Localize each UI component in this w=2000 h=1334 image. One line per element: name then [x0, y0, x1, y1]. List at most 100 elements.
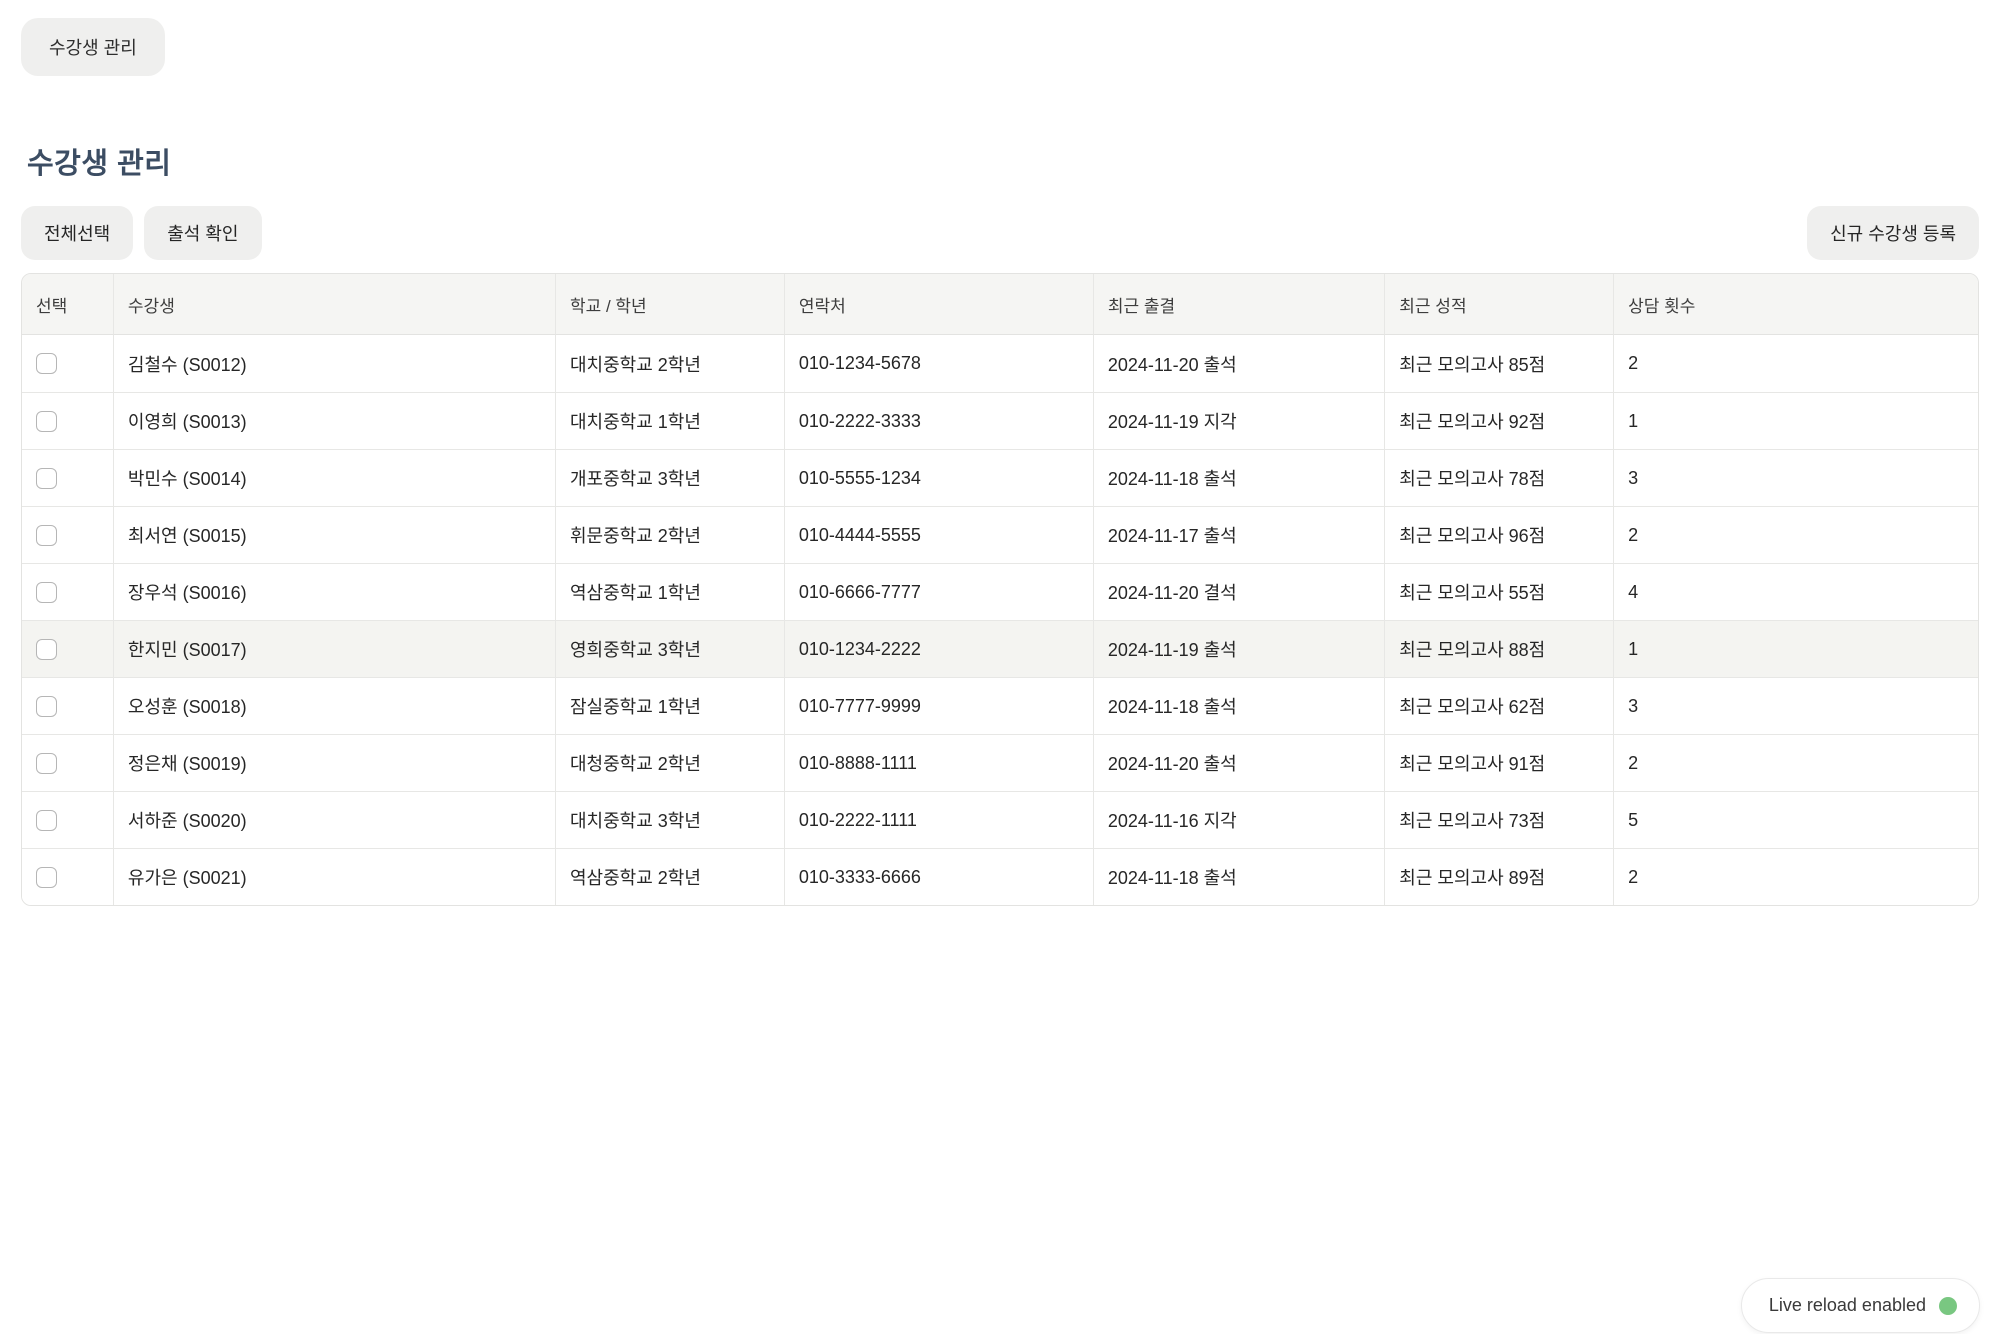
contact-cell: 010-5555-1234	[784, 449, 1094, 506]
check-attendance-button[interactable]: 출석 확인	[144, 206, 262, 260]
recent-grade-cell: 최근 모의고사 88점	[1385, 620, 1615, 677]
select-cell	[22, 392, 114, 449]
student-name-cell: 오성훈 (S0018)	[113, 677, 556, 734]
table-header-row: 선택 수강생 학교 / 학년 연락처 최근 출결 최근 성적 상담 횟수	[22, 274, 1978, 335]
select-cell	[22, 506, 114, 563]
student-management-page: 수강생 관리 수강생 관리 전체선택 출석 확인 신규 수강생 등록 선택 수강…	[21, 18, 1979, 906]
consultation-count-cell: 2	[1614, 734, 1978, 791]
table-row[interactable]: 한지민 (S0017) 영희중학교 3학년 010-1234-2222 2024…	[22, 620, 1978, 677]
contact-cell: 010-8888-1111	[784, 734, 1094, 791]
consultation-count-cell: 3	[1614, 677, 1978, 734]
table-row[interactable]: 서하준 (S0020) 대치중학교 3학년 010-2222-1111 2024…	[22, 791, 1978, 848]
consultation-count-cell: 4	[1614, 563, 1978, 620]
school-grade-cell: 대치중학교 1학년	[555, 392, 785, 449]
consultation-count-cell: 1	[1614, 392, 1978, 449]
recent-grade-cell: 최근 모의고사 89점	[1385, 848, 1615, 905]
row-checkbox[interactable]	[36, 866, 57, 888]
contact-cell: 010-1234-5678	[784, 335, 1094, 392]
row-checkbox[interactable]	[36, 809, 57, 831]
select-cell	[22, 677, 114, 734]
student-name-cell: 서하준 (S0020)	[113, 791, 556, 848]
select-cell	[22, 620, 114, 677]
page-title: 수강생 관리	[27, 148, 172, 180]
row-checkbox[interactable]	[36, 581, 57, 603]
school-grade-cell: 역삼중학교 2학년	[555, 848, 785, 905]
column-header-school-grade: 학교 / 학년	[555, 274, 785, 335]
row-checkbox[interactable]	[36, 638, 57, 660]
student-name-cell: 김철수 (S0012)	[113, 335, 556, 392]
table-row[interactable]: 김철수 (S0012) 대치중학교 2학년 010-1234-5678 2024…	[22, 335, 1978, 392]
recent-grade-cell: 최근 모의고사 92점	[1385, 392, 1615, 449]
attendance-cell: 2024-11-17 출석	[1093, 506, 1386, 563]
contact-cell: 010-3333-6666	[784, 848, 1094, 905]
consultation-count-cell: 5	[1614, 791, 1978, 848]
column-header-select: 선택	[22, 274, 114, 335]
students-table-body: 김철수 (S0012) 대치중학교 2학년 010-1234-5678 2024…	[22, 335, 1978, 905]
school-grade-cell: 영희중학교 3학년	[555, 620, 785, 677]
school-grade-cell: 잠실중학교 1학년	[555, 677, 785, 734]
select-cell	[22, 848, 114, 905]
recent-grade-cell: 최근 모의고사 62점	[1385, 677, 1615, 734]
consultation-count-cell: 1	[1614, 620, 1978, 677]
select-cell	[22, 791, 114, 848]
table-row[interactable]: 이영희 (S0013) 대치중학교 1학년 010-2222-3333 2024…	[22, 392, 1978, 449]
column-header-student: 수강생	[113, 274, 556, 335]
row-checkbox[interactable]	[36, 524, 57, 546]
school-grade-cell: 대치중학교 3학년	[555, 791, 785, 848]
toolbar: 전체선택 출석 확인 신규 수강생 등록	[21, 206, 1979, 260]
table-row[interactable]: 장우석 (S0016) 역삼중학교 1학년 010-6666-7777 2024…	[22, 563, 1978, 620]
table-row[interactable]: 정은채 (S0019) 대청중학교 2학년 010-8888-1111 2024…	[22, 734, 1978, 791]
register-new-student-button[interactable]: 신규 수강생 등록	[1807, 206, 1979, 260]
consultation-count-cell: 3	[1614, 449, 1978, 506]
student-name-cell: 이영희 (S0013)	[113, 392, 556, 449]
attendance-cell: 2024-11-19 지각	[1093, 392, 1386, 449]
column-header-consultations: 상담 횟수	[1614, 274, 1978, 335]
contact-cell: 010-4444-5555	[784, 506, 1094, 563]
student-name-cell: 최서연 (S0015)	[113, 506, 556, 563]
school-grade-cell: 역삼중학교 1학년	[555, 563, 785, 620]
row-checkbox[interactable]	[36, 695, 57, 717]
student-name-cell: 한지민 (S0017)	[113, 620, 556, 677]
select-cell	[22, 335, 114, 392]
select-cell	[22, 449, 114, 506]
students-table: 선택 수강생 학교 / 학년 연락처 최근 출결 최근 성적 상담 횟수 김철수…	[22, 274, 1978, 905]
top-tab-bar: 수강생 관리	[21, 18, 1979, 76]
recent-grade-cell: 최근 모의고사 78점	[1385, 449, 1615, 506]
attendance-cell: 2024-11-20 결석	[1093, 563, 1386, 620]
row-checkbox[interactable]	[36, 752, 57, 774]
table-row[interactable]: 박민수 (S0014) 개포중학교 3학년 010-5555-1234 2024…	[22, 449, 1978, 506]
row-checkbox[interactable]	[36, 467, 57, 489]
attendance-cell: 2024-11-18 출석	[1093, 677, 1386, 734]
select-cell	[22, 563, 114, 620]
row-checkbox[interactable]	[36, 410, 57, 432]
contact-cell: 010-2222-3333	[784, 392, 1094, 449]
table-row[interactable]: 최서연 (S0015) 휘문중학교 2학년 010-4444-5555 2024…	[22, 506, 1978, 563]
school-grade-cell: 개포중학교 3학년	[555, 449, 785, 506]
tab-student-management[interactable]: 수강생 관리	[21, 18, 165, 76]
table-row[interactable]: 유가은 (S0021) 역삼중학교 2학년 010-3333-6666 2024…	[22, 848, 1978, 905]
recent-grade-cell: 최근 모의고사 91점	[1385, 734, 1615, 791]
school-grade-cell: 휘문중학교 2학년	[555, 506, 785, 563]
students-table-container: 선택 수강생 학교 / 학년 연락처 최근 출결 최근 성적 상담 횟수 김철수…	[21, 273, 1979, 906]
column-header-attendance: 최근 출결	[1093, 274, 1386, 335]
school-grade-cell: 대치중학교 2학년	[555, 335, 785, 392]
contact-cell: 010-6666-7777	[784, 563, 1094, 620]
contact-cell: 010-7777-9999	[784, 677, 1094, 734]
recent-grade-cell: 최근 모의고사 73점	[1385, 791, 1615, 848]
column-header-contact: 연락처	[784, 274, 1094, 335]
attendance-cell: 2024-11-18 출석	[1093, 848, 1386, 905]
select-cell	[22, 734, 114, 791]
attendance-cell: 2024-11-20 출석	[1093, 335, 1386, 392]
attendance-cell: 2024-11-19 출석	[1093, 620, 1386, 677]
select-all-button[interactable]: 전체선택	[21, 206, 134, 260]
column-header-recent-grade: 최근 성적	[1385, 274, 1615, 335]
student-name-cell: 정은채 (S0019)	[113, 734, 556, 791]
live-reload-badge: Live reload enabled	[1740, 1278, 1980, 1333]
live-reload-label: Live reload enabled	[1768, 1295, 1926, 1315]
recent-grade-cell: 최근 모의고사 55점	[1385, 563, 1615, 620]
row-checkbox[interactable]	[36, 353, 57, 375]
table-row[interactable]: 오성훈 (S0018) 잠실중학교 1학년 010-7777-9999 2024…	[22, 677, 1978, 734]
attendance-cell: 2024-11-16 지각	[1093, 791, 1386, 848]
attendance-cell: 2024-11-18 출석	[1093, 449, 1386, 506]
consultation-count-cell: 2	[1614, 848, 1978, 905]
